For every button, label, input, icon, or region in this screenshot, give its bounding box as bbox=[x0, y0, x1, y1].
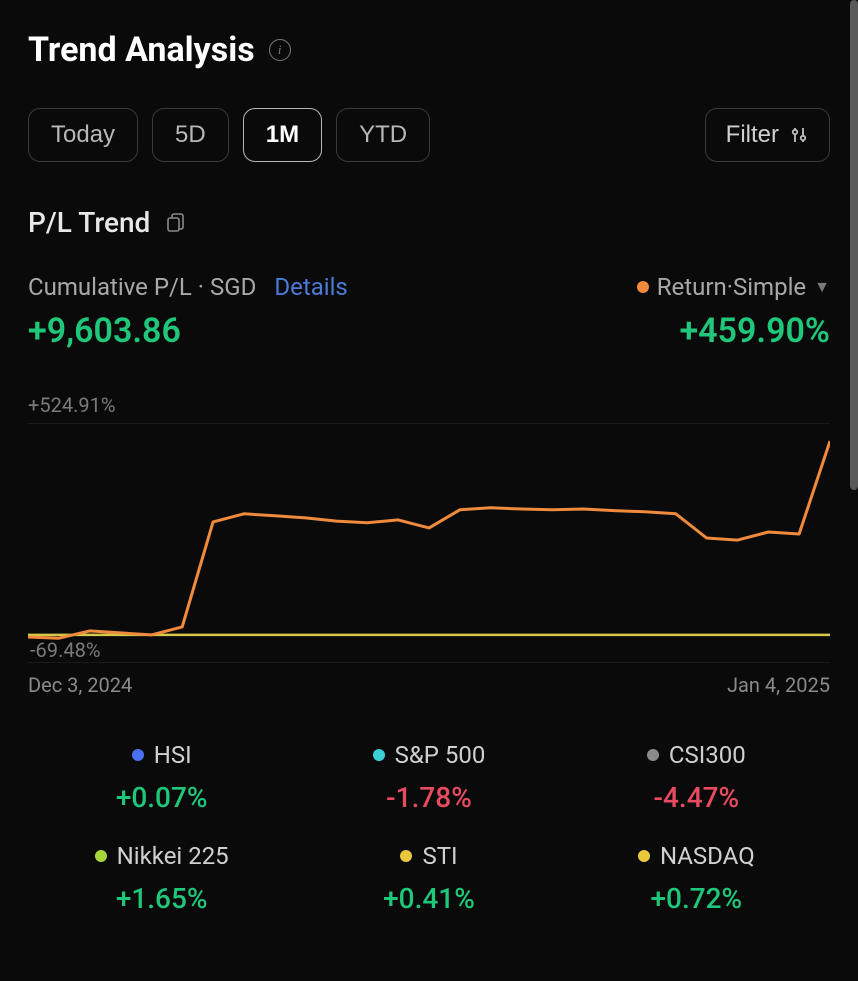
filter-icon bbox=[789, 125, 809, 145]
pl-label: Cumulative P/L · SGD bbox=[28, 273, 256, 301]
index-cell-csi300[interactable]: CSI300 -4.47% bbox=[563, 741, 830, 814]
pl-value: +9,603.86 bbox=[28, 311, 348, 351]
index-name: S&P 500 bbox=[395, 741, 486, 769]
x-axis-start-label: Dec 3, 2024 bbox=[28, 673, 132, 697]
index-value: -1.78% bbox=[386, 781, 472, 814]
chevron-down-icon: ▼ bbox=[814, 277, 830, 297]
index-cell-hsi[interactable]: HSI +0.07% bbox=[28, 741, 295, 814]
index-cell-sti[interactable]: STI +0.41% bbox=[295, 842, 562, 915]
index-name: STI bbox=[422, 842, 457, 870]
return-selector[interactable]: Return·Simple ▼ bbox=[637, 273, 830, 301]
index-name-row: S&P 500 bbox=[373, 741, 486, 769]
index-name-row: Nikkei 225 bbox=[95, 842, 229, 870]
return-metric: Return·Simple ▼ +459.90% bbox=[637, 273, 830, 351]
index-name-row: HSI bbox=[132, 741, 192, 769]
section-header: P/L Trend bbox=[28, 206, 830, 239]
main-series bbox=[28, 441, 830, 638]
index-cell-s-p-500[interactable]: S&P 500 -1.78% bbox=[295, 741, 562, 814]
index-dot bbox=[373, 749, 385, 761]
index-dot bbox=[400, 850, 412, 862]
index-value: +0.07% bbox=[116, 781, 208, 814]
section-title: P/L Trend bbox=[28, 206, 150, 239]
copy-icon[interactable] bbox=[164, 212, 186, 234]
y-axis-top-label: +524.91% bbox=[28, 393, 830, 417]
index-dot bbox=[638, 850, 650, 862]
info-icon[interactable]: i bbox=[269, 39, 291, 61]
index-cell-nasdaq[interactable]: NASDAQ +0.72% bbox=[563, 842, 830, 915]
page-title: Trend Analysis bbox=[28, 30, 255, 70]
index-name-row: CSI300 bbox=[647, 741, 746, 769]
index-name: Nikkei 225 bbox=[117, 842, 229, 870]
filter-button[interactable]: Filter bbox=[705, 108, 830, 162]
return-marker-dot bbox=[637, 281, 649, 293]
time-range-ytd[interactable]: YTD bbox=[336, 108, 430, 162]
header: Trend Analysis i bbox=[28, 30, 830, 70]
index-dot bbox=[647, 749, 659, 761]
index-dot bbox=[95, 850, 107, 862]
pl-chart[interactable]: -69.48% bbox=[28, 423, 830, 663]
index-name: CSI300 bbox=[669, 741, 746, 769]
index-value: +0.72% bbox=[650, 882, 742, 915]
scrollbar[interactable] bbox=[850, 0, 858, 490]
filter-label: Filter bbox=[726, 121, 779, 149]
pl-metric: Cumulative P/L · SGD Details +9,603.86 bbox=[28, 273, 348, 351]
return-value: +459.90% bbox=[637, 311, 830, 351]
metrics-row: Cumulative P/L · SGD Details +9,603.86 R… bbox=[28, 273, 830, 351]
return-label: Return·Simple bbox=[657, 273, 806, 301]
time-range-today[interactable]: Today bbox=[28, 108, 138, 162]
index-value: -4.47% bbox=[654, 781, 740, 814]
time-range-controls: Today 5D 1M YTD Filter bbox=[28, 108, 830, 162]
index-cell-nikkei-225[interactable]: Nikkei 225 +1.65% bbox=[28, 842, 295, 915]
details-link[interactable]: Details bbox=[274, 273, 347, 301]
x-axis-end-label: Jan 4, 2025 bbox=[727, 673, 830, 697]
time-range-5d[interactable]: 5D bbox=[152, 108, 229, 162]
index-name-row: NASDAQ bbox=[638, 842, 755, 870]
index-dot bbox=[132, 749, 144, 761]
chart-container: +524.91% -69.48% Dec 3, 2024 Jan 4, 2025 bbox=[28, 393, 830, 697]
index-name-row: STI bbox=[400, 842, 457, 870]
time-range-1m[interactable]: 1M bbox=[243, 108, 322, 162]
index-value: +0.41% bbox=[383, 882, 475, 915]
index-value: +1.65% bbox=[116, 882, 208, 915]
index-name: HSI bbox=[154, 741, 192, 769]
y-axis-bottom-label: -69.48% bbox=[30, 638, 101, 662]
indices-grid: HSI +0.07% S&P 500 -1.78% CSI300 -4.47% Nikkei… bbox=[28, 741, 830, 915]
index-name: NASDAQ bbox=[660, 842, 755, 870]
